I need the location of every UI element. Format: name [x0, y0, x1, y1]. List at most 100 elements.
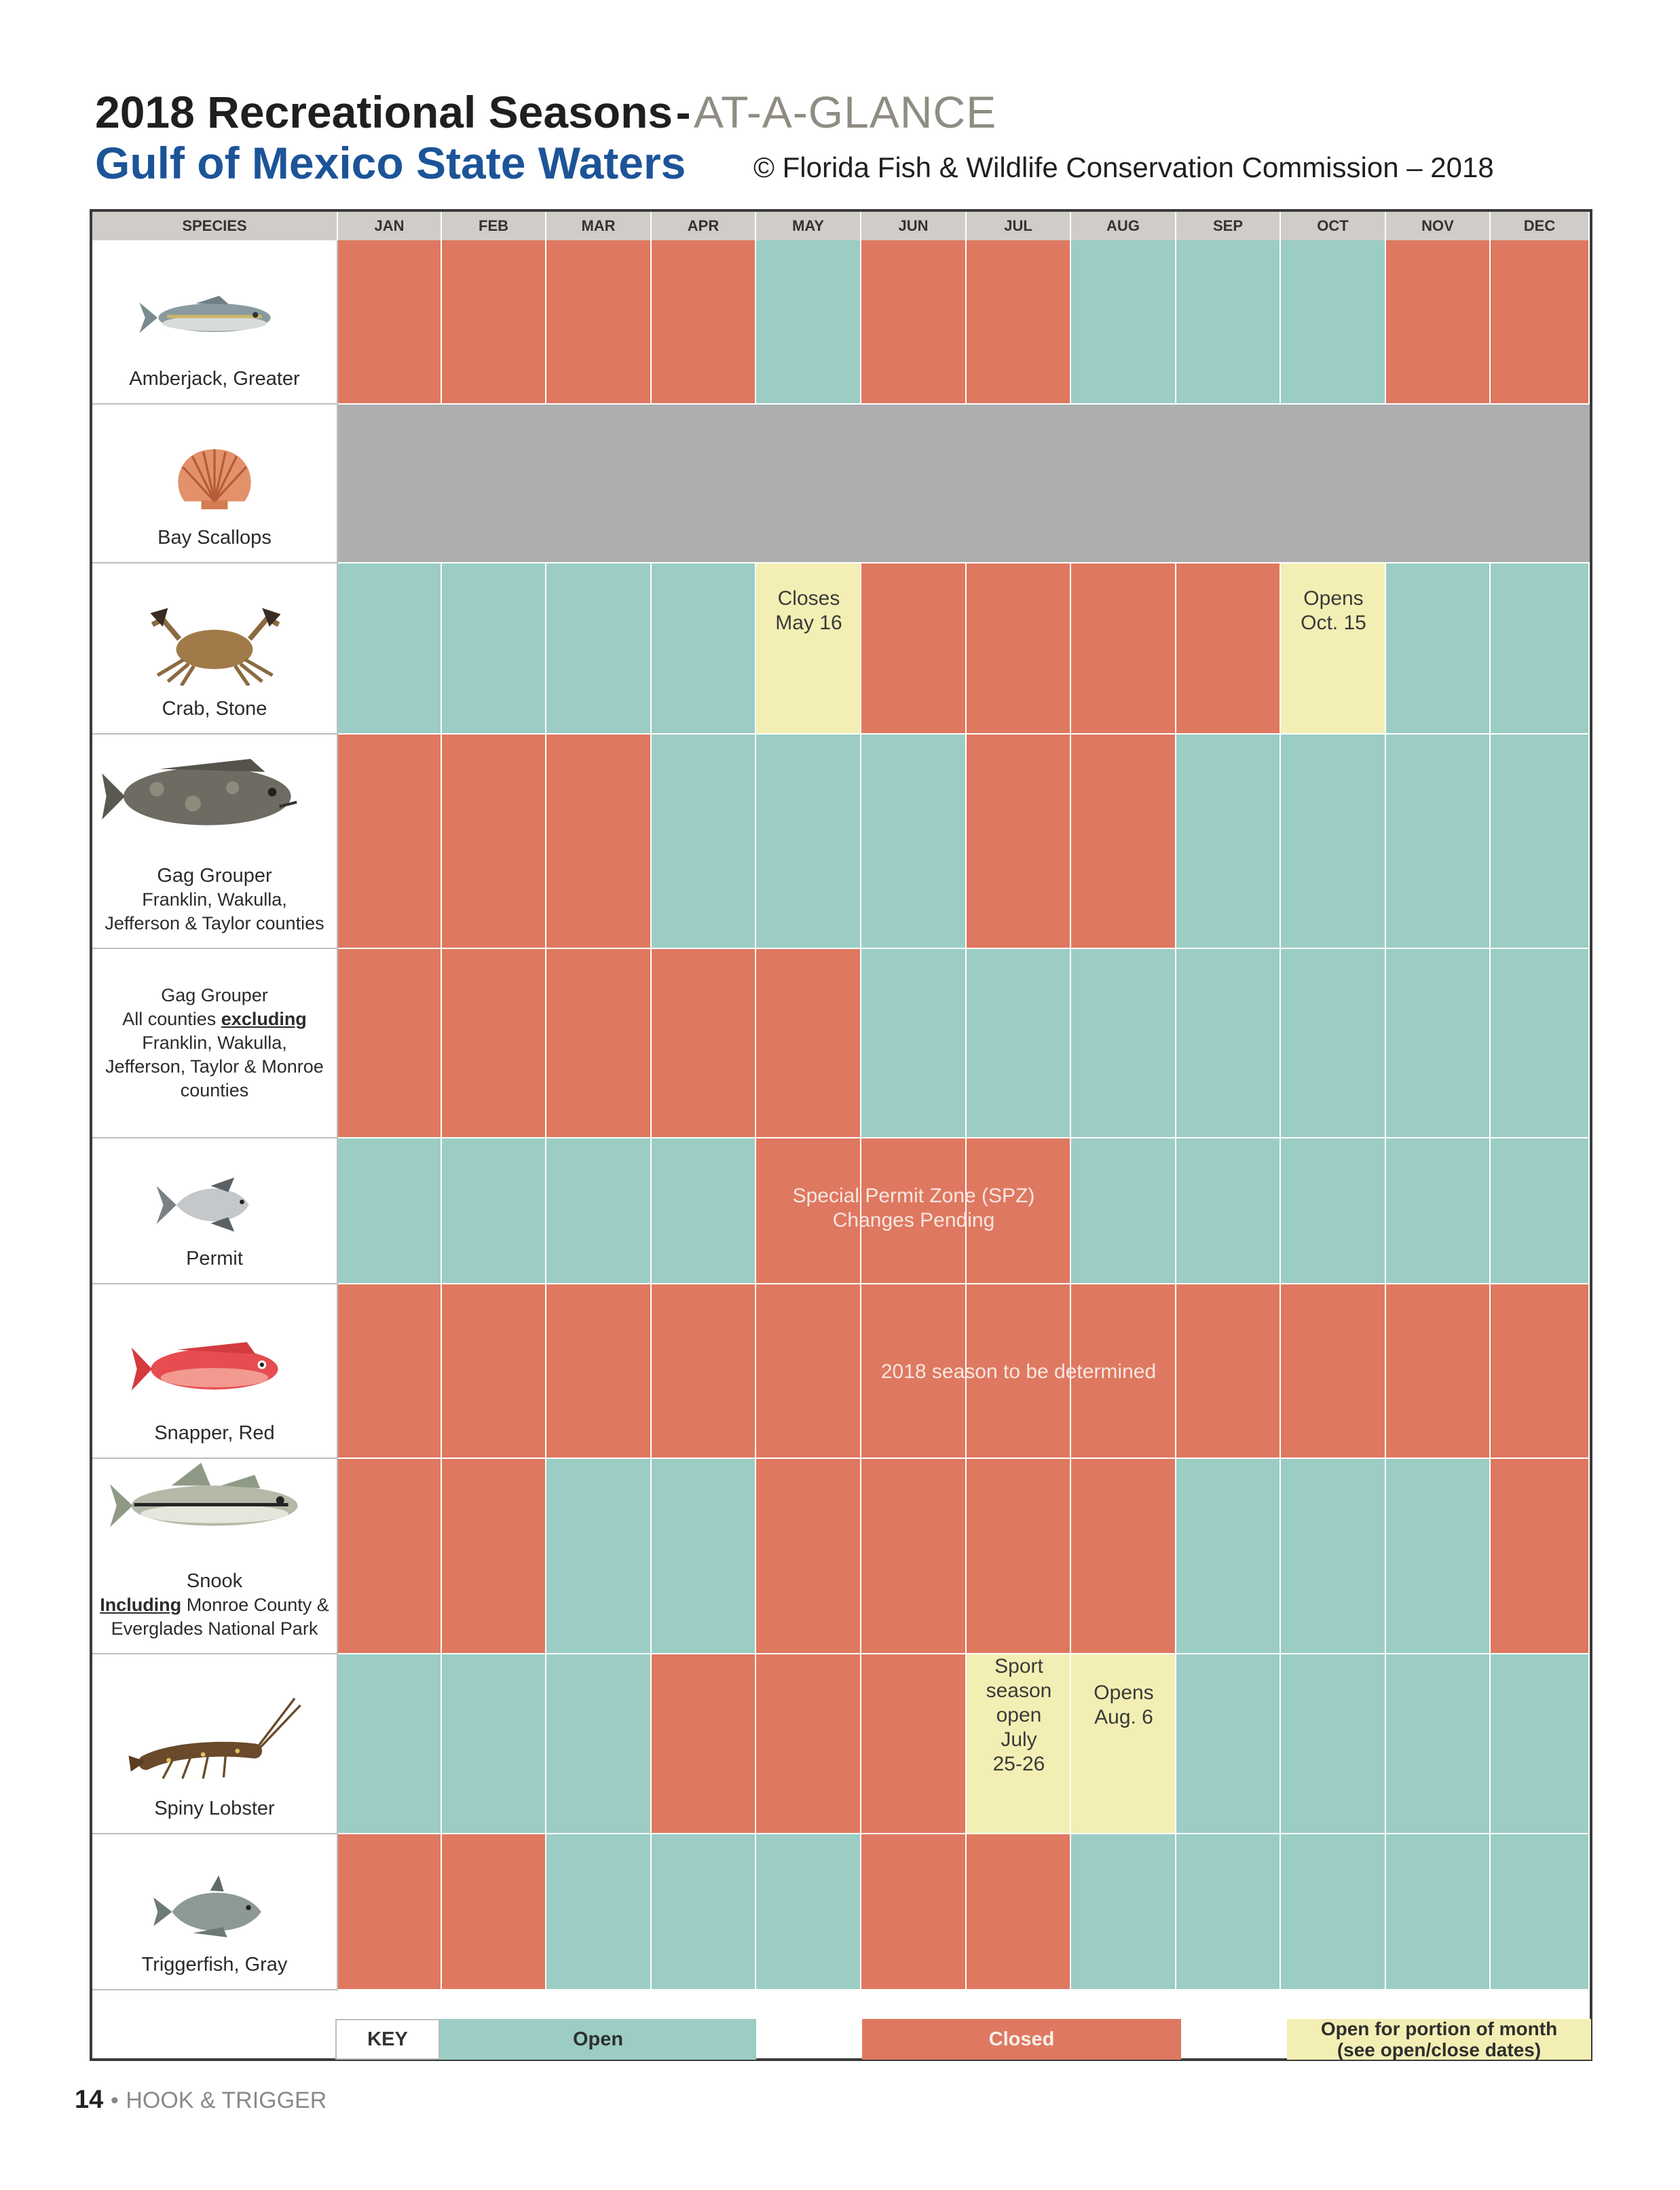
season-cell-closed — [338, 949, 442, 1138]
season-cell-open — [338, 1138, 442, 1284]
season-cell-open — [1071, 1138, 1176, 1284]
season-cell-open — [1281, 735, 1386, 949]
footer-bullet: • — [110, 2087, 119, 2113]
season-cell-open — [546, 1138, 652, 1284]
magazine-name: HOOK & TRIGGER — [126, 2087, 327, 2113]
permit-spz-note-line: Special Permit Zone (SPZ) — [792, 1184, 1035, 1207]
key-partial: Open for portion of month (see open/clos… — [1287, 2018, 1591, 2060]
season-cell-closed — [442, 240, 546, 405]
season-cell-open — [861, 949, 967, 1138]
crab-oct-note: Opens Oct. 15 — [1281, 563, 1386, 658]
species-note-text: Monroe County & — [186, 1595, 329, 1615]
lobster-aug-note-line: Opens — [1094, 1682, 1154, 1704]
species-cell: Snook Including Monroe County & Everglades… — [92, 1459, 338, 1654]
species-cell: Snapper, Red — [92, 1284, 338, 1459]
season-cell-open — [338, 563, 442, 735]
season-cell-closed — [338, 735, 442, 949]
season-cell-closed — [652, 949, 756, 1138]
permit-icon — [153, 1174, 276, 1247]
season-cell-closed — [652, 1284, 756, 1459]
header-month: JUN — [861, 212, 967, 240]
permit-spz-note-line: Changes Pending — [832, 1208, 995, 1231]
species-note: Jefferson & Taylor counties — [105, 913, 324, 933]
season-cell-open — [967, 949, 1071, 1138]
red-snapper-icon — [128, 1324, 301, 1422]
season-cell-open — [652, 563, 756, 735]
season-cell-open — [1281, 1459, 1386, 1654]
header-month: JUL — [967, 212, 1071, 240]
season-cell-closed — [652, 240, 756, 405]
season-cell-open — [1176, 1654, 1281, 1834]
season-cell-open — [1491, 1834, 1590, 1990]
season-cell-open — [1176, 1459, 1281, 1654]
season-cell-open — [546, 1459, 652, 1654]
crab-may-note-line: Closes — [777, 587, 840, 610]
lobster-aug-note-line: Aug. 6 — [1094, 1706, 1153, 1728]
region-title: Gulf of Mexico State Waters — [95, 134, 686, 191]
species-note: Including Monroe County & — [100, 1593, 329, 1617]
title-main: 2018 Recreational Seasons — [95, 87, 673, 137]
season-cell-closed — [1386, 240, 1491, 405]
species-cell: Bay Scallops — [92, 405, 338, 563]
season-cell-open — [1281, 240, 1386, 405]
triggerfish-icon — [147, 1874, 282, 1953]
season-cell-open — [756, 735, 861, 949]
species-name: Crab, Stone — [162, 698, 267, 720]
region-name: Gulf of Mexico State Waters — [95, 138, 686, 188]
season-cell-open — [1386, 1138, 1491, 1284]
season-cell-open — [442, 563, 546, 735]
season-cell-open — [1386, 735, 1491, 949]
species-cell: Permit — [92, 1138, 338, 1284]
page-title: 2018 Recreational Seasons - AT-A-GLANCE — [95, 85, 996, 139]
key-partial-line1: Open for portion of month — [1320, 2018, 1558, 2039]
season-cell-open — [652, 1138, 756, 1284]
season-cell-closed — [1176, 1284, 1281, 1459]
season-cell-open — [1281, 1834, 1386, 1990]
season-cell-unavailable — [338, 405, 1590, 563]
season-cell-open — [1491, 949, 1590, 1138]
species-name: Bay Scallops — [157, 527, 272, 549]
season-cell-closed — [1386, 1284, 1491, 1459]
crab-oct-note-lines: Opens Oct. 15 — [1301, 587, 1366, 635]
season-cell-partial — [756, 563, 861, 735]
header-month: OCT — [1281, 212, 1386, 240]
header-month: APR — [652, 212, 756, 240]
header-month: NOV — [1386, 212, 1491, 240]
lobster-jul-note-lines: Sport season open July 25-26 — [986, 1654, 1052, 1777]
season-cell-open — [442, 1138, 546, 1284]
season-cell-open — [1281, 949, 1386, 1138]
season-cell-closed — [861, 1138, 967, 1284]
season-cell-closed — [756, 1284, 861, 1459]
season-cell-partial — [967, 1654, 1071, 1834]
season-cell-closed — [861, 240, 967, 405]
copyright-notice: © Florida Fish & Wildlife Conservation C… — [753, 151, 1494, 183]
season-cell-open — [1491, 1654, 1590, 1834]
header-month: AUG — [1071, 212, 1176, 240]
lobster-aug-note: Opens Aug. 6 — [1071, 1654, 1176, 1756]
season-cell-closed — [967, 240, 1071, 405]
gag-grouper-icon — [99, 737, 330, 864]
season-cell-open — [1176, 1138, 1281, 1284]
season-cell-closed — [861, 1654, 967, 1834]
species-cell: Gag Grouper All counties excluding Frankli… — [92, 949, 338, 1138]
species-cell: Spiny Lobster — [92, 1654, 338, 1834]
season-cell-closed — [442, 949, 546, 1138]
species-note: Franklin, Wakulla, — [142, 1033, 287, 1053]
header-month: MAY — [756, 212, 861, 240]
season-cell-closed — [756, 1138, 861, 1284]
season-cell-closed — [652, 1654, 756, 1834]
season-cell-closed — [1491, 1459, 1590, 1654]
season-cell-closed — [861, 563, 967, 735]
season-cell-open — [546, 563, 652, 735]
season-cell-closed — [1491, 240, 1590, 405]
page-number: 14 — [75, 2085, 104, 2114]
season-cell-open — [442, 1654, 546, 1834]
season-cell-open — [861, 735, 967, 949]
species-note: counties — [180, 1080, 249, 1100]
season-cell-open — [1176, 1834, 1281, 1990]
permit-spz-note-lines: Special Permit Zone (SPZ) Changes Pending — [793, 1184, 1035, 1233]
header-month: FEB — [442, 212, 546, 240]
lobster-jul-note-line: 25-26 — [992, 1753, 1045, 1775]
species-name: Gag Grouper — [161, 985, 268, 1005]
season-cell-open — [1281, 1654, 1386, 1834]
